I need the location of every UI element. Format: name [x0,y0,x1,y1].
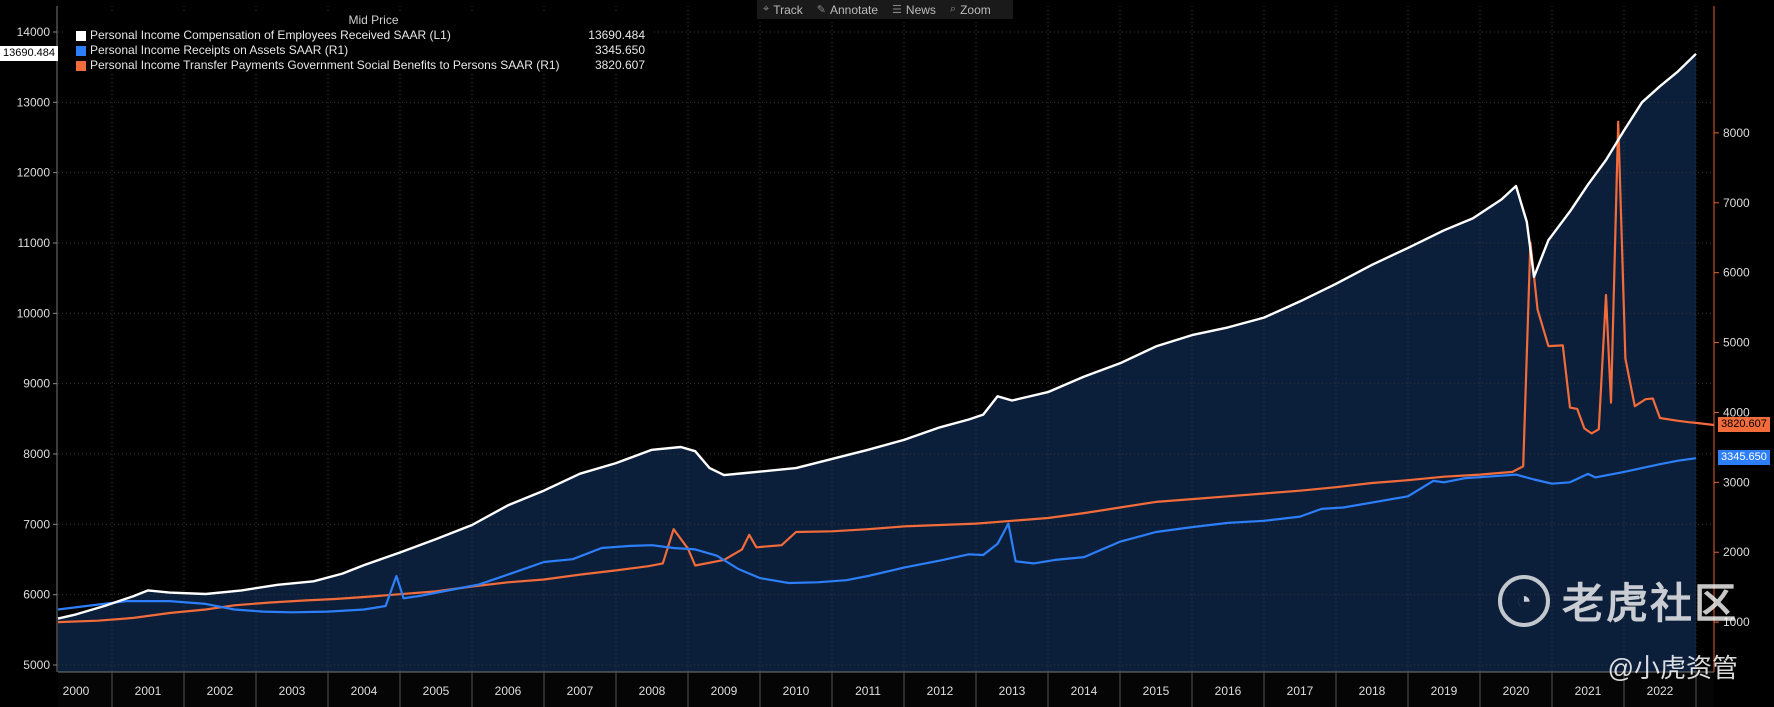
left-axis-tick-label: 5000 [23,658,50,672]
legend-label-assets: Personal Income Receipts on Assets SAAR … [90,43,349,57]
x-axis-tick-label: 2007 [567,684,594,698]
x-axis-tick-label: 2010 [783,684,810,698]
x-axis-tick-label: 2004 [351,684,378,698]
x-axis-tick-label: 2012 [927,684,954,698]
series-line-assets [57,457,1697,614]
x-axis-tick-label: 2008 [639,684,666,698]
x-axis-band [58,672,1714,707]
x-axis-tick-label: 2014 [1071,684,1098,698]
left-axis-tick-label: 12000 [17,166,51,180]
legend-entry-transfers[interactable]: Personal Income Transfer Payments Govern… [66,58,651,73]
legend-label-transfers: Personal Income Transfer Payments Govern… [90,58,560,72]
right-axis-tick-label: 5000 [1723,336,1750,350]
watermark-handle: @小虎资管 [1607,653,1738,683]
news-label: News [905,2,936,17]
legend-value-assets: 3345.650 [594,43,645,57]
zoom-label: Zoom [960,2,991,17]
legend-swatch-assets [76,45,86,56]
x-axis-tick-label: 2006 [495,684,522,698]
left-axis-tick-label: 13000 [17,95,51,109]
track-button[interactable]: ⌖ Track [763,3,803,17]
x-axis-tick-label: 2019 [1431,684,1458,698]
x-axis-tick-label: 2002 [207,684,234,698]
news-icon: ☰ [892,4,902,16]
x-axis-tick-label: 2011 [855,684,881,698]
legend-entry-assets[interactable]: Personal Income Receipts on Assets SAAR … [66,43,651,58]
x-axis-tick-label: 2013 [999,684,1026,698]
left-axis-tick-label: 7000 [23,517,50,531]
annotate-label: Annotate [829,2,879,17]
left-axis-tick-label: 6000 [23,588,50,602]
x-axis-tick-label: 2021 [1575,684,1602,698]
x-axis-tick-label: 2022 [1647,684,1674,698]
last-value-tag-assets: 3345.650 [1718,450,1770,466]
legend-label-compensation: Personal Income Compensation of Employee… [90,28,451,42]
x-axis-tick-label: 2005 [423,684,450,698]
watermark: ◔ 老虎社区 [1497,570,1738,631]
legend-entry-compensation[interactable]: Personal Income Compensation of Employee… [66,28,651,43]
watermark-text: 老虎社区 [1561,580,1738,627]
x-axis-tick-label: 2020 [1503,684,1530,698]
chart-legend: Mid Price Personal Income Compensation o… [66,12,651,74]
last-value-tag-transfers: 3820.607 [1718,417,1770,433]
left-axis-tick-label: 9000 [23,377,50,391]
right-axis-tick-label: 4000 [1723,405,1750,419]
x-axis-tick-label: 2001 [135,684,162,698]
x-axis-tick-label: 2003 [279,684,306,698]
annotate-button[interactable]: ✎ Annotate [817,3,878,17]
x-axis-tick-label: 2000 [63,684,90,698]
legend-swatch-transfers [76,60,86,71]
legend-value-transfers: 3820.607 [594,58,645,72]
last-value-tag-compensation: 13690.484 [0,45,58,61]
series-line-compensation [57,52,1697,620]
zoom-icon: ⌕ [949,3,957,15]
right-axis-tick-label: 8000 [1723,126,1750,140]
right-axis-tick-label: 1000 [1723,615,1750,629]
x-axis-tick-label: 2009 [711,684,738,698]
right-axis-tick-label: 3000 [1723,475,1750,489]
news-button[interactable]: ☰ News [892,3,936,17]
left-axis-tick-label: 10000 [17,306,51,320]
annotate-icon: ✎ [816,4,826,16]
right-axis-tick-label: 7000 [1723,196,1750,210]
tiger-logo-icon: ◔ [1497,574,1550,627]
chart-toolbar: ⌖ Track ✎ Annotate ☰ News ⌕ Zoom [757,0,1013,19]
legend-swatch-compensation [76,30,86,41]
left-axis-tick-label: 14000 [17,25,51,39]
x-axis-tick-label: 2015 [1143,684,1170,698]
legend-title: Mid Price [348,13,399,27]
left-axis-tick-label: 8000 [23,447,50,461]
legend-value-compensation: 13690.484 [588,28,645,42]
x-axis-tick-label: 2018 [1359,684,1386,698]
zoom-button[interactable]: ⌕ Zoom [950,3,991,17]
x-axis-tick-label: 2016 [1215,684,1242,698]
track-label: Track [773,2,803,17]
right-axis-tick-label: 6000 [1723,266,1750,280]
right-axis-tick-label: 2000 [1723,545,1750,559]
left-axis-tick-label: 11000 [18,236,51,250]
track-icon: ⌖ [763,3,770,15]
x-axis-tick-label: 2017 [1287,684,1314,698]
